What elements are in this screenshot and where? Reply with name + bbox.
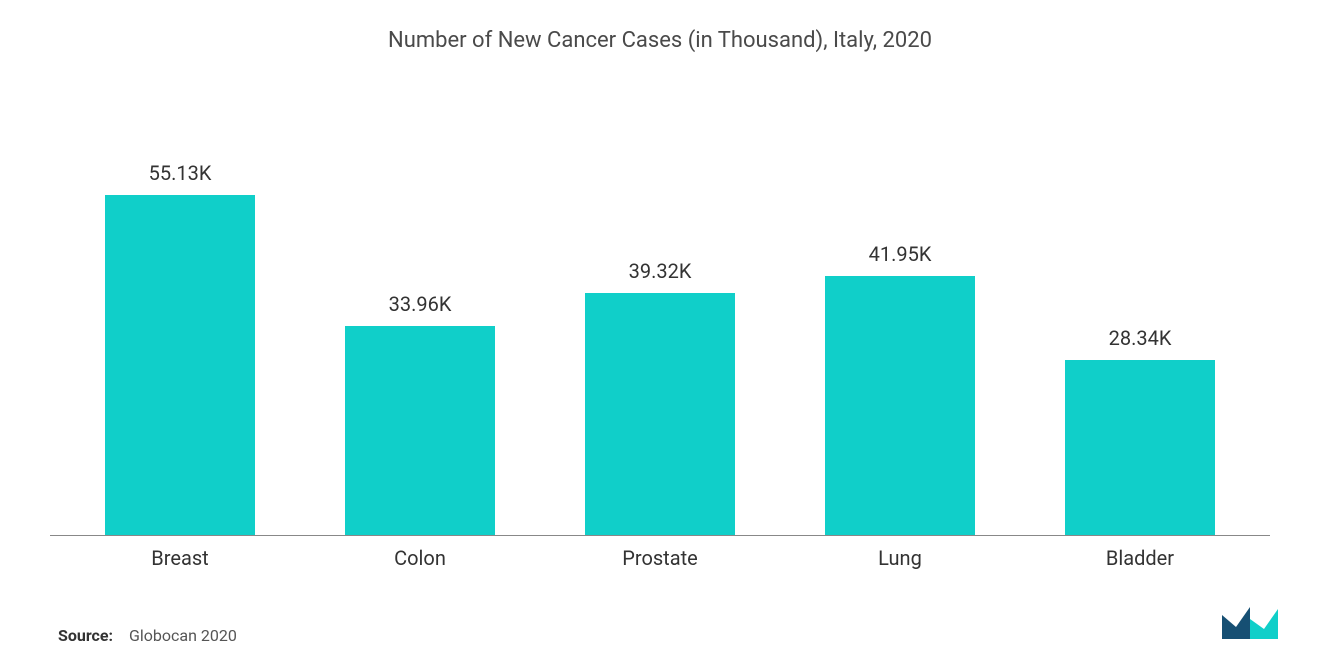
bar-prostate: 39.32K	[540, 83, 780, 535]
bar-rect	[105, 195, 255, 535]
chart-title: Number of New Cancer Cases (in Thousand)…	[50, 28, 1270, 53]
mordor-logo-icon	[1220, 601, 1280, 641]
bar-rect	[585, 293, 735, 535]
category-label: Lung	[780, 546, 1020, 570]
bar-breast: 55.13K	[60, 83, 300, 535]
bar-value-label: 28.34K	[1109, 326, 1172, 350]
category-label: Prostate	[540, 546, 780, 570]
bar-value-label: 39.32K	[629, 259, 692, 283]
bar-rect	[825, 276, 975, 535]
category-label: Breast	[60, 546, 300, 570]
category-axis: BreastColonProstateLungBladder	[50, 536, 1270, 570]
bar-value-label: 33.96K	[389, 292, 452, 316]
bar-value-label: 55.13K	[149, 161, 212, 185]
bar-value-label: 41.95K	[869, 242, 932, 266]
bar-rect	[345, 326, 495, 535]
source-label: Source:	[58, 626, 113, 645]
bar-colon: 33.96K	[300, 83, 540, 535]
bar-bladder: 28.34K	[1020, 83, 1260, 535]
plot-area: 55.13K 33.96K 39.32K 41.95K 28.34K	[50, 83, 1270, 536]
category-label: Colon	[300, 546, 540, 570]
category-label: Bladder	[1020, 546, 1260, 570]
bar-lung: 41.95K	[780, 83, 1020, 535]
source-value: Globocan 2020	[129, 626, 237, 645]
bar-rect	[1065, 360, 1215, 535]
source-line: Source: Globocan 2020	[50, 626, 1270, 645]
chart-container: Number of New Cancer Cases (in Thousand)…	[0, 0, 1320, 665]
